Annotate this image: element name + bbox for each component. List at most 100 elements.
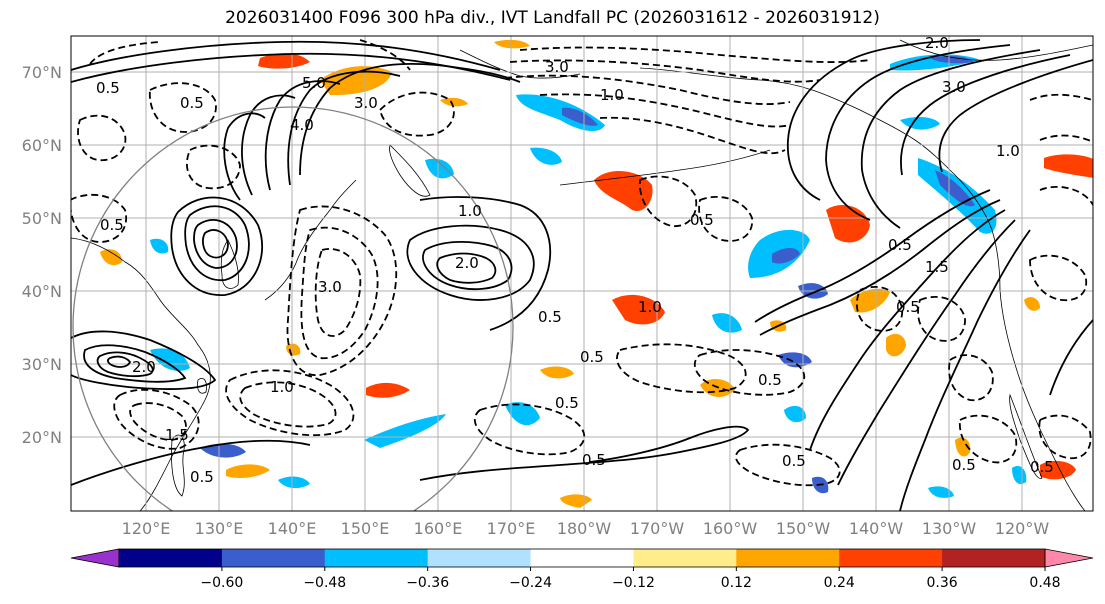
contour-label: 1.0 (638, 298, 662, 316)
shade-positive (1024, 297, 1040, 311)
landfall-radius-circle (72, 106, 514, 511)
lat-tick-label: 50°N (22, 209, 62, 228)
contour-label: 0.5 (888, 236, 912, 254)
shade-positive (286, 343, 301, 356)
lon-tick-label: 170°W (630, 519, 685, 538)
colorbar-cell (427, 549, 532, 567)
colorbar-extend-min (70, 548, 120, 568)
shade-negative (772, 248, 800, 264)
plot-area: 0.5 0.5 3.0 3.0 5.0 4.0 1.0 3.0 2.0 1.0 … (71, 34, 1093, 511)
contour-label: 3.0 (942, 78, 966, 96)
contour-labels: 0.5 0.5 3.0 3.0 5.0 4.0 1.0 3.0 2.0 1.0 … (96, 34, 1054, 486)
lon-tick-label: 120°W (995, 519, 1050, 538)
shade-positive (440, 97, 468, 107)
lat-tick-label: 60°N (22, 136, 62, 155)
shade-positive (886, 333, 906, 357)
contour-label: 1.5 (925, 258, 949, 276)
map-frame (70, 35, 1094, 512)
shade-positive (560, 494, 592, 508)
coastline-asia (71, 237, 211, 511)
contour-label: 1.0 (458, 202, 482, 220)
shade-positive (1040, 460, 1076, 480)
coastline-north-america (954, 174, 1086, 511)
longitude-labels: 120°E 130°E 140°E 150°E 160°E 170°E 180°… (122, 519, 1050, 538)
lon-tick-label: 140°W (849, 519, 904, 538)
contour-label: 1.0 (270, 378, 294, 396)
coastline-aleutians (559, 149, 771, 186)
lon-tick-label: 120°E (122, 519, 171, 538)
contour-label: 0.5 (555, 394, 579, 412)
contours-negative (71, 39, 1093, 487)
coastline-philippines (171, 434, 185, 497)
contour-label: 0.5 (896, 298, 920, 316)
shade-positive (100, 249, 122, 266)
contour-label: 3.0 (545, 58, 569, 76)
contour-label: 0.5 (100, 216, 124, 234)
shade-negative (784, 405, 806, 423)
lon-tick-label: 170°E (487, 519, 536, 538)
shade-positive (826, 205, 870, 243)
contour-label: 0.5 (180, 94, 204, 112)
shade-negative (425, 158, 454, 179)
contour-label: 3.0 (318, 278, 342, 296)
coastline-canada-islands (899, 39, 1093, 61)
lat-tick-label: 20°N (22, 428, 62, 447)
contour-label: 0.5 (690, 211, 714, 229)
contour-label: 1.0 (600, 86, 624, 104)
contour-label: 0.5 (580, 348, 604, 366)
shade-negative (778, 352, 812, 368)
shade-negative (150, 238, 169, 254)
colorbar-extend-max (1044, 548, 1094, 568)
contour-label: 2.0 (132, 358, 156, 376)
shade-positive (955, 437, 971, 457)
shade-negative (530, 147, 562, 165)
lon-tick-label: 130°E (195, 519, 244, 538)
contour-label: 1.0 (996, 142, 1020, 160)
lon-tick-label: 150°W (776, 519, 831, 538)
shade-negative (712, 313, 742, 333)
lat-tick-label: 70°N (22, 63, 62, 82)
colorbar-cell (221, 549, 326, 567)
shade-positive (1044, 154, 1093, 178)
contour-label: 0.5 (582, 451, 606, 469)
colorbar-tick-label: −0.12 (612, 575, 655, 591)
shade-positive (258, 53, 310, 69)
lon-tick-label: 130°W (922, 519, 977, 538)
shade-negative (278, 476, 310, 489)
shade-positive (850, 288, 890, 313)
coastline-kamchatka (389, 144, 431, 197)
contour-label: 0.5 (538, 308, 562, 326)
colorbar-tick-label: 0.36 (927, 575, 958, 591)
colorbar-tick-labels: −0.60 −0.48 −0.36 −0.24 −0.12 0.12 0.24 0.36 0.4… (200, 567, 1061, 591)
shade-positive (320, 66, 392, 96)
colorbar-cell (119, 549, 223, 567)
colorbar-tick-label: −0.48 (303, 575, 346, 591)
colorbar-cell (942, 549, 1046, 567)
contour-label: 2.0 (925, 34, 949, 52)
shade-negative (200, 443, 246, 458)
colorbar-cell (530, 549, 634, 567)
shade-negative (928, 486, 954, 498)
colorbar-cells (70, 548, 1094, 568)
contour-label: 0.5 (190, 468, 214, 486)
colorbar: −0.60 −0.48 −0.36 −0.24 −0.12 0.12 0.24 0.36 0.4… (70, 548, 1094, 591)
contour-label: 5.0 (302, 74, 326, 92)
shade-negative (364, 414, 446, 448)
contour-label: 0.5 (782, 452, 806, 470)
lat-tick-label: 30°N (22, 355, 62, 374)
shade-positive (226, 464, 270, 478)
contours-positive (71, 39, 1093, 511)
colorbar-cell (633, 549, 737, 567)
shade-negative (505, 402, 540, 426)
colorbar-tick-label: 0.12 (721, 575, 752, 591)
divergence-shading (100, 39, 1093, 508)
colorbar-frame (118, 548, 1046, 568)
contour-label: 4.0 (290, 116, 314, 134)
shade-positive (494, 39, 530, 49)
coastline-korea (220, 239, 239, 289)
lon-tick-label: 160°E (414, 519, 463, 538)
shade-negative (1012, 465, 1027, 485)
shade-positive (612, 294, 665, 325)
colorbar-cell (736, 549, 840, 567)
